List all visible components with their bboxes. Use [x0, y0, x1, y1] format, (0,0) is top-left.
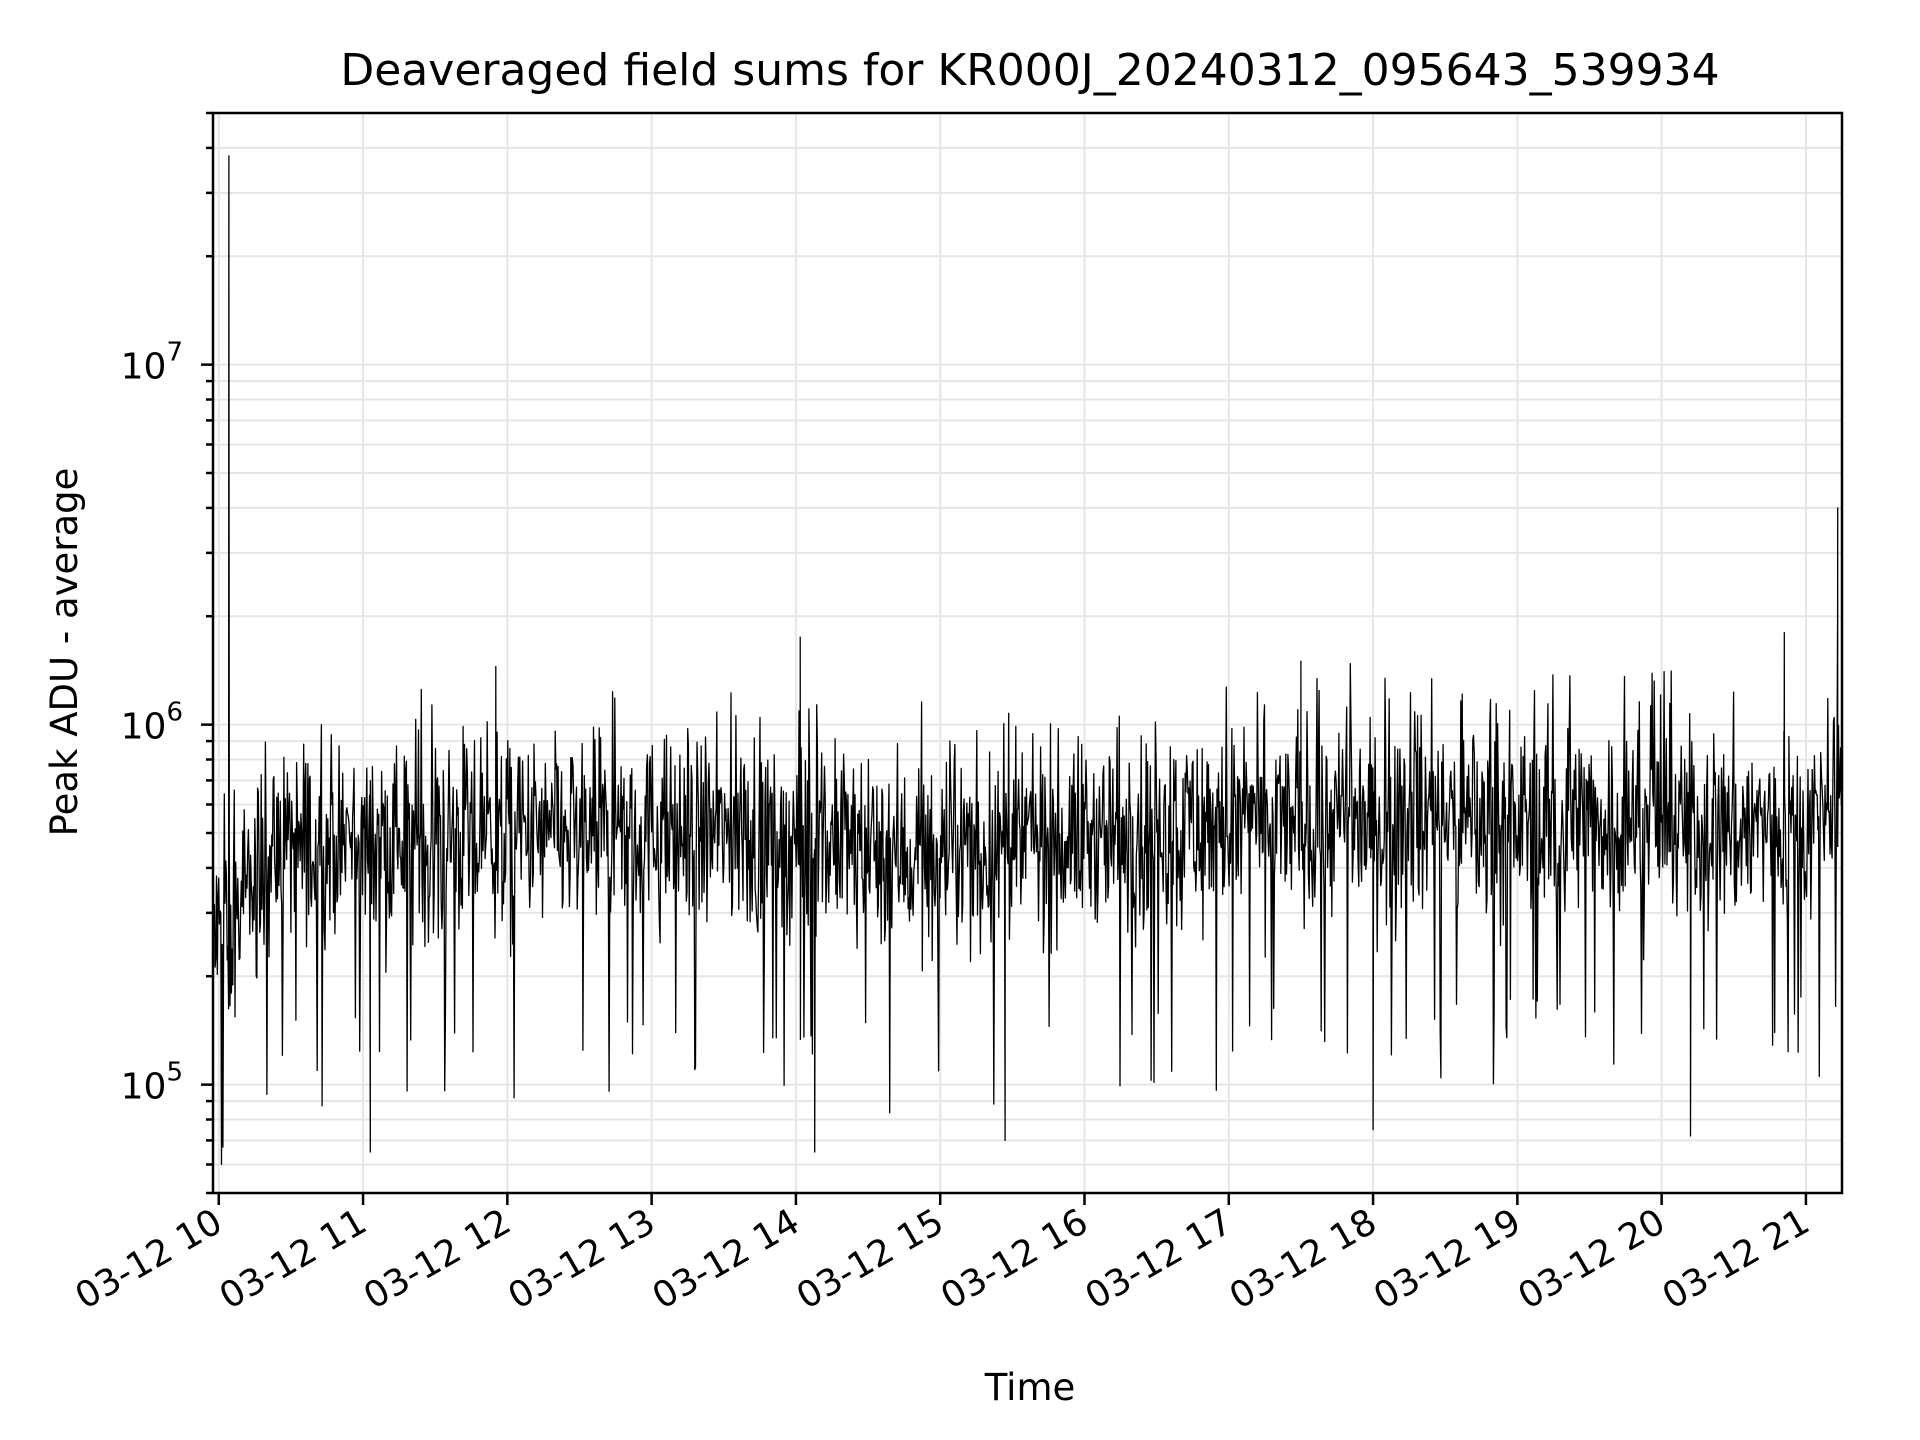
plot-area	[212, 155, 1843, 1166]
series-line	[212, 155, 1843, 1166]
chart-title: Deaveraged field sums for KR000J_2024031…	[340, 45, 1719, 96]
x-axis-label: Time	[984, 1366, 1076, 1409]
y-tick-label: 106	[121, 698, 183, 748]
axes-frame	[211, 111, 1844, 1195]
y-tick-label: 105	[121, 1058, 183, 1108]
y-axis-label: Peak ADU - average	[43, 468, 86, 837]
y-tick-label: 107	[121, 338, 183, 388]
